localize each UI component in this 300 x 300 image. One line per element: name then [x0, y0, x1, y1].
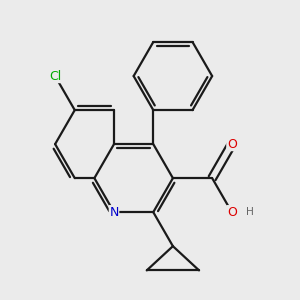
Text: Cl: Cl	[49, 70, 61, 83]
Text: N: N	[109, 206, 119, 219]
Text: O: O	[227, 138, 237, 151]
Text: O: O	[227, 206, 237, 219]
Text: H: H	[246, 207, 254, 217]
